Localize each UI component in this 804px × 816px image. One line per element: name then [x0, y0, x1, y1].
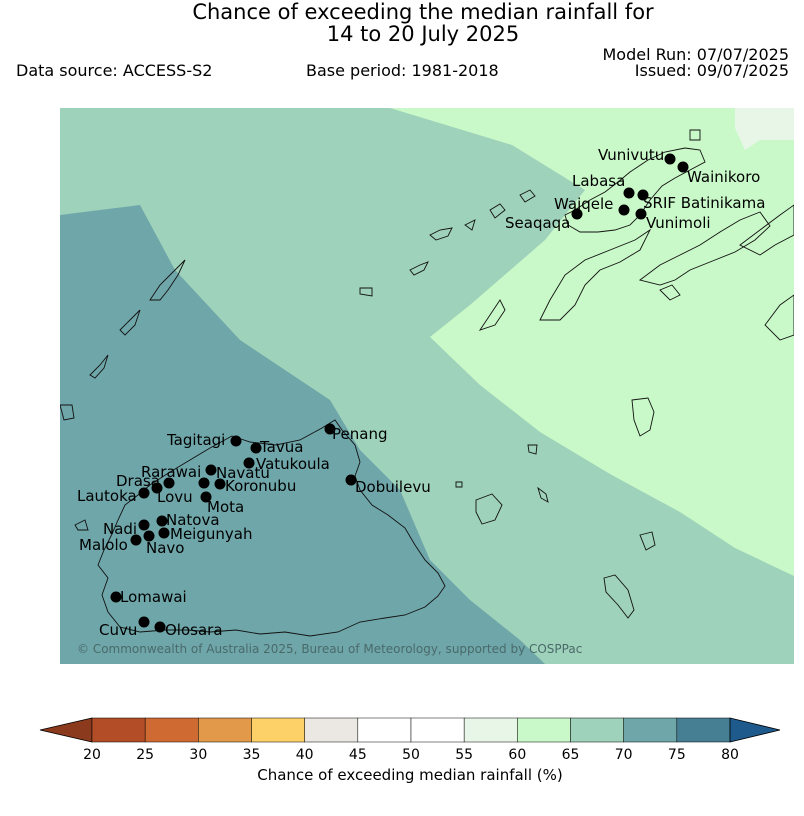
colorbar-ticks: 20 25 30 35 40 45 50 55 60 65 70 75 80 — [83, 747, 739, 763]
station-marker — [205, 464, 217, 476]
station-marker — [200, 491, 212, 503]
station-label: Rarawai — [141, 463, 201, 481]
colorbar-cell — [570, 717, 624, 743]
colorbar-cell — [623, 717, 678, 743]
station-label: Olosara — [165, 621, 223, 639]
colorbar-tick-label: 25 — [136, 747, 154, 763]
station-marker — [214, 478, 226, 490]
station-marker — [110, 591, 122, 603]
zone-55-60 — [735, 108, 794, 150]
data-source: Data source: ACCESS-S2 — [16, 61, 213, 80]
station-label: Cuvu — [99, 621, 137, 639]
station-label: Meigunyah — [170, 525, 252, 543]
forecast-map: Vunivutu Wainikoro Labasa SRIF Batinikam… — [60, 108, 794, 664]
station-marker — [198, 477, 210, 489]
colorbar: 20 25 30 35 40 45 50 55 60 65 70 75 80 — [39, 717, 781, 763]
station-label: Drasa — [116, 472, 160, 490]
station-label: Lautoka — [77, 487, 137, 505]
station-marker — [151, 482, 163, 494]
station-marker — [130, 534, 142, 546]
station-label: Malolo — [79, 536, 128, 554]
station-label: Waiqele — [554, 195, 613, 213]
colorbar-label: Chance of exceeding median rainfall (%) — [257, 766, 563, 784]
station-label: Mota — [207, 498, 244, 516]
station-marker — [138, 487, 150, 499]
station-label: Nadi — [103, 520, 137, 538]
station-label: Penang — [332, 425, 387, 443]
station-label: Koronubu — [225, 477, 296, 495]
colorbar-cells — [39, 717, 781, 743]
station-marker — [138, 519, 150, 531]
station-marker — [138, 616, 150, 628]
station-marker — [156, 515, 168, 527]
station-marker — [230, 435, 242, 447]
station-label: Seaqaqa — [505, 214, 570, 232]
colorbar-tick-label: 65 — [562, 747, 580, 763]
station-marker — [243, 457, 255, 469]
colorbar-cell — [463, 717, 518, 743]
colorbar-cell — [144, 717, 199, 743]
station-marker — [664, 153, 676, 165]
station-marker — [163, 477, 175, 489]
zone-60-65 — [390, 108, 794, 576]
colorbar-tick-label: 60 — [508, 747, 526, 763]
title-line-1: Chance of exceeding the median rainfall … — [192, 0, 654, 24]
station-label: Lovu — [157, 488, 193, 506]
colorbar-tick-label: 45 — [349, 747, 367, 763]
station-label: Tavua — [259, 438, 303, 456]
station-markers — [110, 153, 689, 633]
colorbar-extend-high — [729, 717, 781, 743]
station-label: Labasa — [572, 172, 625, 190]
colorbar-tick-label: 80 — [721, 747, 739, 763]
station-marker — [143, 530, 155, 542]
station-marker — [677, 161, 689, 173]
station-marker — [250, 442, 262, 454]
colorbar-cell — [357, 717, 412, 743]
colorbar-tick-label: 35 — [243, 747, 261, 763]
colorbar-cell — [251, 717, 305, 743]
colorbar-tick-label: 50 — [402, 747, 420, 763]
station-label: Dobuilevu — [355, 478, 431, 496]
colorbar-cell — [676, 717, 731, 743]
station-marker — [571, 208, 583, 220]
station-label: Navo — [146, 539, 184, 557]
station-label: SRIF Batinikama — [643, 194, 765, 212]
station-label: Vunivutu — [598, 146, 664, 164]
station-label: Navatu — [216, 464, 270, 482]
model-run: Model Run: 07/07/2025 — [602, 45, 790, 64]
station-label: Wainikoro — [687, 168, 760, 186]
colorbar-cell — [304, 717, 359, 743]
station-label: Vatukoula — [256, 455, 330, 473]
station-marker — [158, 527, 170, 539]
zone-70-75 — [60, 205, 545, 664]
station-marker — [324, 423, 336, 435]
station-label: Vunimoli — [646, 214, 711, 232]
colorbar-extend-low — [39, 717, 93, 743]
title-line-2: 14 to 20 July 2025 — [326, 22, 520, 46]
colorbar-tick-label: 75 — [668, 747, 686, 763]
colorbar-tick-label: 20 — [83, 747, 101, 763]
colorbar-cell — [91, 717, 146, 743]
colorbar-tick-label: 30 — [189, 747, 207, 763]
station-marker — [618, 204, 630, 216]
station-marker — [623, 187, 635, 199]
station-marker — [154, 621, 166, 633]
copyright-notice: © Commonwealth of Australia 2025, Bureau… — [77, 642, 582, 656]
colorbar-tick-label: 55 — [455, 747, 473, 763]
colorbar-tick-label: 70 — [615, 747, 633, 763]
colorbar-cell — [198, 717, 252, 743]
issued-date: Issued: 09/07/2025 — [634, 61, 789, 80]
coastlines — [60, 129, 794, 637]
colorbar-tick-label: 40 — [296, 747, 314, 763]
station-label: Tagitagi — [166, 431, 225, 449]
base-period: Base period: 1981-2018 — [306, 61, 499, 80]
station-label: Natova — [166, 511, 220, 529]
station-marker — [637, 189, 649, 201]
station-marker — [345, 474, 357, 486]
station-label: Lomawai — [120, 588, 187, 606]
station-marker — [635, 208, 647, 220]
colorbar-cell — [517, 717, 571, 743]
colorbar-cell — [410, 717, 465, 743]
